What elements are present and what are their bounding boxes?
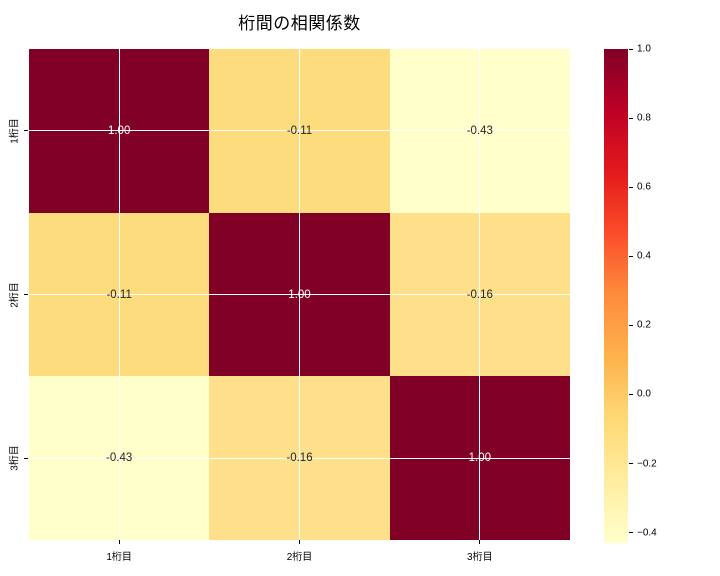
x-tick-label: 2桁目 [286,552,313,563]
cell-value: -0.43 [106,452,133,465]
x-tick-mark [118,540,120,544]
cell-value: -0.16 [466,288,493,301]
y-tick-mark [24,130,28,132]
colorbar-tick-mark [629,532,633,534]
colorbar-tick-mark [629,186,633,188]
cell-value: -0.11 [106,288,132,301]
colorbar-tick-mark [629,255,633,257]
gridline-horizontal [29,457,570,459]
x-tick-label: 3桁目 [467,552,493,563]
gridline-horizontal [29,130,570,132]
cell-value: 1.00 [288,288,311,301]
heatmap-gridlines-layer [29,49,570,540]
colorbar-tick-mark [629,117,633,119]
y-tick-mark [24,294,28,295]
colorbar-tick-label: 0.4 [637,250,651,262]
colorbar-tick-label: −0.4 [637,527,657,539]
colorbar-tick-mark [629,48,633,50]
colorbar-tick-mark [629,393,633,395]
heatmap-annotations-layer: 1.00 -0.11 -0.43 -0.11 1.00 -0.16 -0.43 -0.16 1.… [29,49,570,540]
colorbar-tick-label: 0.6 [637,181,651,193]
colorbar-tick-label: 1.0 [637,43,651,55]
cell-value: 1.00 [107,124,131,137]
chart-title: 桁間の相関係数 [238,14,361,33]
colorbar-tick-mark [629,463,633,465]
y-tick-label: 1桁目 [9,118,21,144]
colorbar-tick-mark [629,324,633,326]
x-tick-label: 1桁目 [106,552,132,563]
colorbar-tick-label: −0.2 [637,458,657,470]
colorbar-tick-label: 0.0 [637,388,651,400]
heatmap-axes: 1.00 -0.11 -0.43 -0.11 1.00 -0.16 -0.43 -0.16 1.… [29,49,571,541]
colorbar-tick-label: 0.8 [637,112,651,124]
cell-value: -0.16 [286,452,313,465]
cell-value: -0.11 [286,124,313,137]
x-tick-mark [299,540,300,544]
gridline-horizontal [29,294,570,295]
cell-value: -0.43 [466,124,493,137]
y-tick-label: 3桁目 [9,445,21,471]
y-tick-mark [24,457,28,459]
cell-value: 1.00 [468,452,492,465]
y-tick-label: 2桁目 [9,281,21,308]
colorbar [604,49,628,543]
x-tick-mark [479,540,481,544]
colorbar-tick-label: 0.2 [637,319,651,331]
